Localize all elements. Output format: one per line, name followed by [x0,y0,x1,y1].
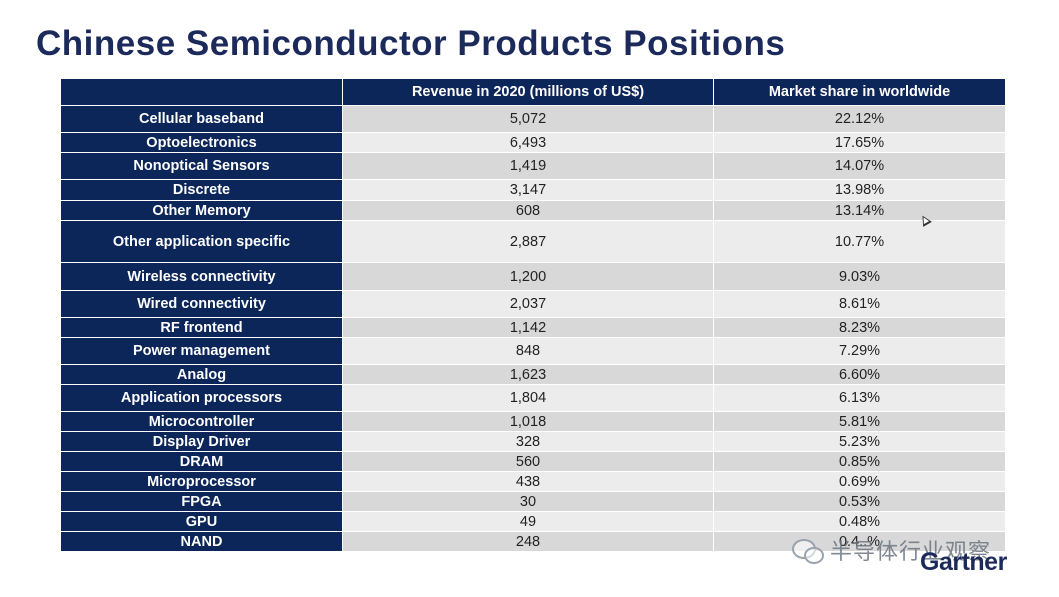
row-revenue: 1,200 [342,262,714,291]
row-category: Nonoptical Sensors [60,152,343,180]
row-category: DRAM [60,451,343,472]
table-row: RF frontend 1,142 8.23% [60,317,1006,338]
row-share: 0.53% [713,491,1006,512]
row-share: 5.23% [713,431,1006,452]
page-title: Chinese Semiconductor Products Positions [36,24,786,63]
table-row: Display Driver 328 5.23% [60,431,1006,452]
table-row: Cellular baseband 5,072 22.12% [60,105,1006,133]
row-share: 8.61% [713,290,1006,318]
row-revenue: 1,419 [342,152,714,180]
header-row: Revenue in 2020 (millions of US$) Market… [60,78,1006,106]
row-category: NAND [60,531,343,552]
table-row: DRAM 560 0.85% [60,451,1006,472]
table-row: FPGA 30 0.53% [60,491,1006,512]
table-row: Power management 848 7.29% [60,337,1006,365]
row-revenue: 6,493 [342,132,714,153]
row-revenue: 1,804 [342,384,714,412]
row-category: Wired connectivity [60,290,343,318]
table-row: Nonoptical Sensors 1,419 14.07% [60,152,1006,180]
row-revenue: 328 [342,431,714,452]
header-share: Market share in worldwide [713,78,1006,106]
row-share: 5.81% [713,411,1006,432]
row-revenue: 1,623 [342,364,714,385]
table-row: Wired connectivity 2,037 8.61% [60,290,1006,318]
row-revenue: 248 [342,531,714,552]
table-row: Other Memory 608 13.14% [60,200,1006,221]
gartner-logo: Gartner [920,548,1007,576]
row-share: 13.14% [713,200,1006,221]
row-revenue: 608 [342,200,714,221]
row-category: Analog [60,364,343,385]
row-share: 22.12% [713,105,1006,133]
row-category: Cellular baseband [60,105,343,133]
table-row: Discrete 3,147 13.98% [60,179,1006,201]
table-row: Application processors 1,804 6.13% [60,384,1006,412]
row-revenue: 49 [342,511,714,532]
row-category: Display Driver [60,431,343,452]
row-revenue: 2,037 [342,290,714,318]
wechat-watermark: 半导体行业观察 [792,534,991,566]
row-share: 6.60% [713,364,1006,385]
watermark-text: 半导体行业观察 [830,540,992,565]
row-category: Application processors [60,384,343,412]
row-category: Power management [60,337,343,365]
row-category: Discrete [60,179,343,201]
row-revenue: 1,018 [342,411,714,432]
row-revenue: 1,142 [342,317,714,338]
row-share: 10.77% [713,220,1006,263]
table-row: Optoelectronics 6,493 17.65% [60,132,1006,153]
row-revenue: 3,147 [342,179,714,201]
row-share: 9.03% [713,262,1006,291]
row-share: 14.07% [713,152,1006,180]
row-category: RF frontend [60,317,343,338]
row-category: FPGA [60,491,343,512]
row-revenue: 2,887 [342,220,714,263]
row-share: 7.29% [713,337,1006,365]
row-share: 6.13% [713,384,1006,412]
row-revenue: 560 [342,451,714,472]
row-revenue: 5,072 [342,105,714,133]
header-category [60,78,343,106]
row-revenue: 30 [342,491,714,512]
table-row: GPU 49 0.48% [60,511,1006,532]
row-share: 0.69% [713,471,1006,492]
row-category: Wireless connectivity [60,262,343,291]
row-share: 0.4..% [713,531,1006,552]
row-share: 0.85% [713,451,1006,472]
table-row: Analog 1,623 6.60% [60,364,1006,385]
row-category: Other Memory [60,200,343,221]
table-row: NAND 248 0.4..% [60,531,1006,552]
row-share: 0.48% [713,511,1006,532]
row-share: 17.65% [713,132,1006,153]
table-row: Other application specific 2,887 10.77% [60,220,1006,263]
row-share: 8.23% [713,317,1006,338]
row-category: Microprocessor [60,471,343,492]
row-category: Other application specific [60,220,343,263]
row-category: Optoelectronics [60,132,343,153]
header-revenue: Revenue in 2020 (millions of US$) [342,78,714,106]
row-share: 13.98% [713,179,1006,201]
row-revenue: 438 [342,471,714,492]
row-category: Microcontroller [60,411,343,432]
wechat-icon [792,537,824,564]
table-row: Wireless connectivity 1,200 9.03% [60,262,1006,291]
table-row: Microprocessor 438 0.69% [60,471,1006,492]
row-revenue: 848 [342,337,714,365]
semiconductor-table: Revenue in 2020 (millions of US$) Market… [60,78,1006,552]
table-row: Microcontroller 1,018 5.81% [60,411,1006,432]
row-category: GPU [60,511,343,532]
